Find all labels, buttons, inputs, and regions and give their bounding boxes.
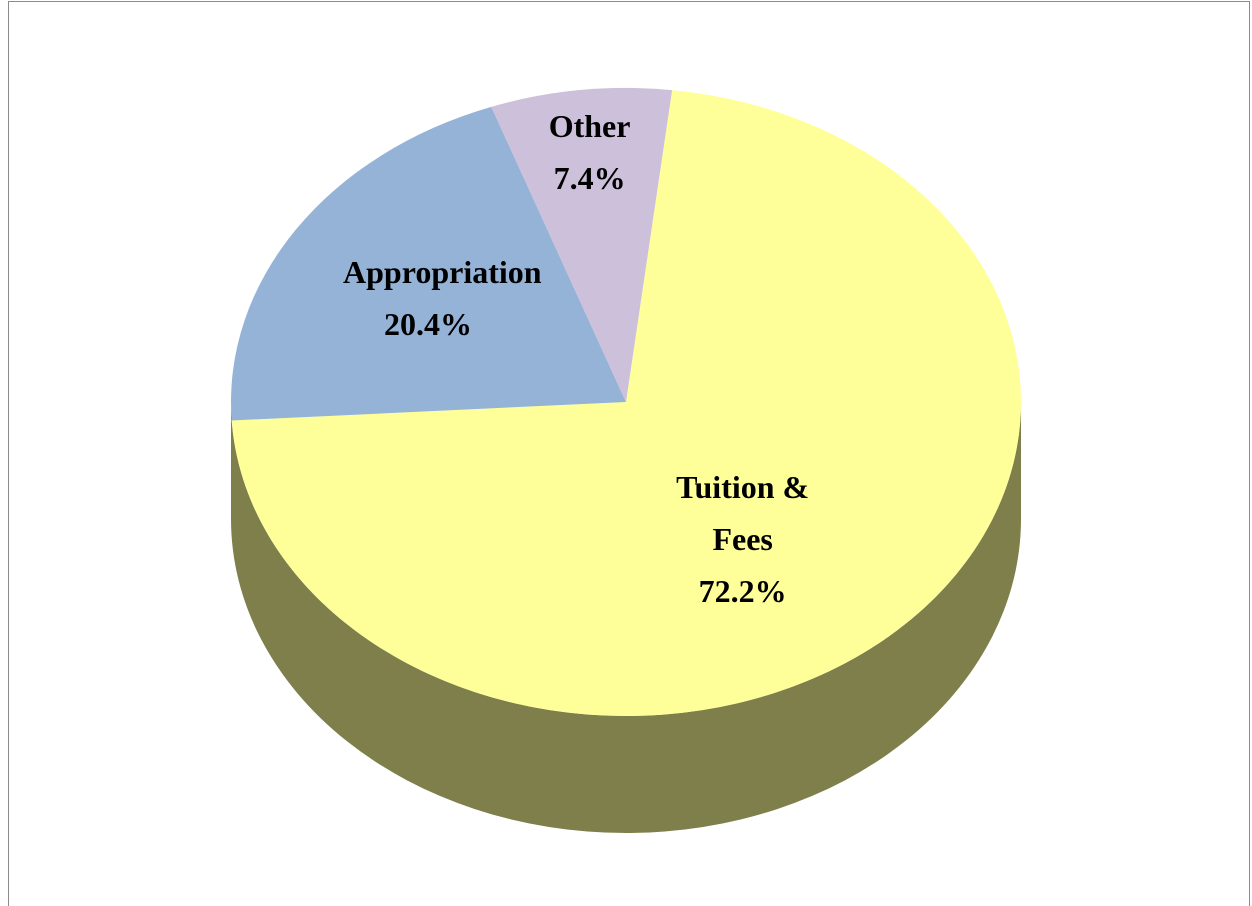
- slice-name: Tuition & Fees: [676, 469, 810, 558]
- data-label: Tuition & Fees 72.2%: [643, 461, 843, 617]
- data-label: Appropriation 20.4%: [328, 246, 542, 350]
- slice-name: Other: [548, 108, 631, 145]
- slice-value: 72.2%: [698, 573, 787, 610]
- pie-slice: [491, 88, 673, 403]
- slice-value: 20.4%: [384, 306, 472, 343]
- pie-slice: [231, 106, 626, 421]
- pie-slice: [231, 90, 1021, 717]
- data-label: Other 7.4%: [490, 100, 690, 204]
- slice-name: Appropriation: [343, 254, 542, 291]
- pie-side: [231, 402, 1021, 833]
- chart-frame: [8, 1, 1250, 906]
- slice-value: 7.4%: [553, 160, 626, 197]
